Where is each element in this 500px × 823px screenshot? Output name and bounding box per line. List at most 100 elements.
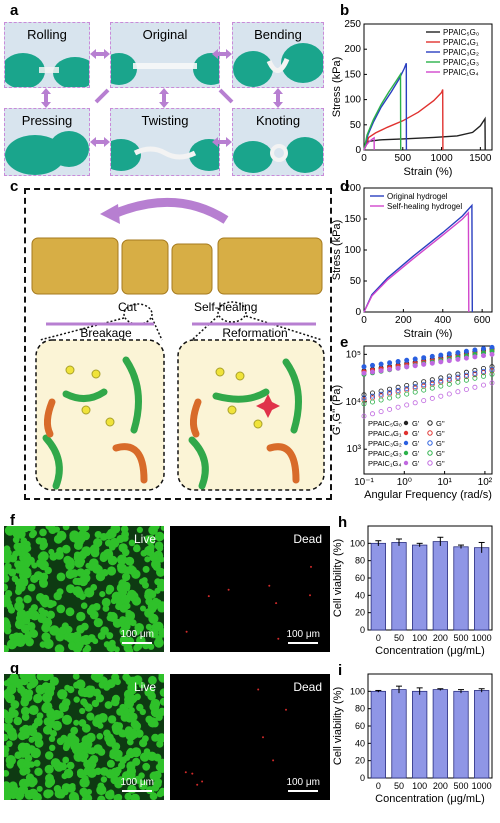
data-point	[438, 352, 444, 358]
x-tick-label: 50	[394, 781, 404, 791]
data-point	[412, 363, 418, 369]
legend-gpp: G''	[436, 449, 445, 458]
data-point	[370, 393, 376, 399]
bar	[453, 690, 469, 779]
data-point	[395, 358, 401, 364]
bar	[370, 542, 386, 631]
double-arrow-icon	[159, 88, 169, 108]
series-line	[363, 203, 473, 313]
data-point	[395, 365, 401, 371]
legend-marker	[427, 420, 433, 426]
data-point	[404, 386, 410, 392]
data-point	[378, 391, 384, 397]
y-tick-label: 100	[344, 95, 361, 106]
curved-arrow-icon	[112, 197, 229, 224]
chart-d: 0 200 400 600 0 50 100 150 200 Strain (%) Stress (…	[331, 183, 493, 340]
rolling-illustration	[5, 53, 89, 87]
data-point	[370, 369, 376, 375]
data-point	[412, 400, 418, 406]
panel-c-illustration	[31, 197, 325, 491]
label-live-g: Live	[133, 680, 156, 694]
data-point	[404, 357, 410, 363]
data-point	[361, 395, 367, 401]
legend-gp: G'	[412, 449, 420, 458]
live-cells	[4, 526, 164, 652]
data-point	[412, 389, 418, 395]
data-point	[387, 395, 393, 401]
data-point	[361, 364, 367, 370]
data-point	[361, 413, 367, 419]
y-tick-label: 100	[344, 245, 361, 256]
series-line	[363, 89, 444, 151]
data-point	[378, 361, 384, 367]
scale-text: 100 μm	[120, 629, 154, 640]
data-point	[480, 373, 486, 379]
legend-marker	[403, 420, 409, 426]
x-tick-label: 1000	[472, 781, 492, 791]
x-tick-label: 50	[394, 633, 404, 643]
y-tick-label: 10⁴	[346, 397, 361, 408]
legend-marker	[403, 440, 409, 446]
data-point	[395, 404, 401, 410]
photo-twisting: Twisting	[110, 108, 220, 176]
data-point	[412, 356, 418, 362]
data-point	[387, 366, 393, 372]
data-point	[421, 355, 427, 361]
photo-knoting: Knoting	[232, 108, 324, 176]
x-tick-label: 0	[376, 633, 381, 643]
y-tick-label: 200	[344, 183, 361, 194]
photo-rolling: Rolling	[4, 22, 90, 88]
y-tick-label: 20	[355, 756, 365, 766]
x-tick-label: 0	[361, 153, 367, 164]
y-tick-label: 150	[344, 69, 361, 80]
bar	[412, 690, 428, 779]
legend-label: PPAIC₁G₄	[368, 459, 401, 468]
x-tick-label: 500	[453, 633, 468, 643]
y-tick-label: 60	[355, 573, 365, 583]
data-point	[455, 350, 461, 356]
scale-bar-g-live: 100 μm	[120, 777, 154, 792]
y-tick-label: 100	[350, 686, 365, 696]
data-point	[387, 386, 393, 392]
data-point	[489, 344, 495, 350]
data-point	[421, 379, 427, 385]
data-point	[463, 348, 469, 354]
data-point	[463, 387, 469, 393]
legend-gpp: G''	[436, 439, 445, 448]
scale-text: 100 μm	[120, 777, 154, 788]
bar	[412, 544, 428, 631]
label-dead-f: Dead	[293, 532, 322, 546]
y-tick-label: 50	[350, 120, 362, 131]
data-point	[387, 360, 393, 366]
caption-knoting: Knoting	[255, 113, 301, 128]
x-tick-label: 1000	[430, 153, 453, 164]
y-tick-label: 0	[360, 773, 365, 783]
scale-bar-f-live: 100 μm	[120, 629, 154, 644]
data-point	[455, 376, 461, 382]
dead-cells	[184, 688, 287, 786]
data-point	[438, 359, 444, 365]
legend-gpp: G''	[436, 429, 445, 438]
data-point	[361, 392, 367, 398]
plot-frame	[367, 673, 493, 779]
bar	[391, 542, 407, 631]
data-point	[446, 358, 452, 364]
data-point	[472, 354, 478, 360]
data-point	[489, 366, 495, 372]
x-tick-label: 500	[453, 781, 468, 791]
y-tick-label: 20	[355, 608, 365, 618]
label-cut: Cut	[118, 300, 137, 314]
label-live-f: Live	[133, 532, 156, 546]
x-axis-label: Concentration (μg/mL)	[375, 793, 485, 805]
legend-label: Self-healing hydrogel	[387, 202, 462, 211]
label-reformation: Reformation	[222, 326, 288, 340]
series-line	[363, 63, 408, 151]
live-cells	[4, 674, 164, 800]
label-dead-g: Dead	[293, 680, 322, 694]
data-point	[429, 385, 435, 391]
data-point	[378, 388, 384, 394]
image-g-live: Live 100 μm	[4, 674, 164, 800]
caption-pressing: Pressing	[21, 113, 73, 128]
data-point	[395, 387, 401, 393]
